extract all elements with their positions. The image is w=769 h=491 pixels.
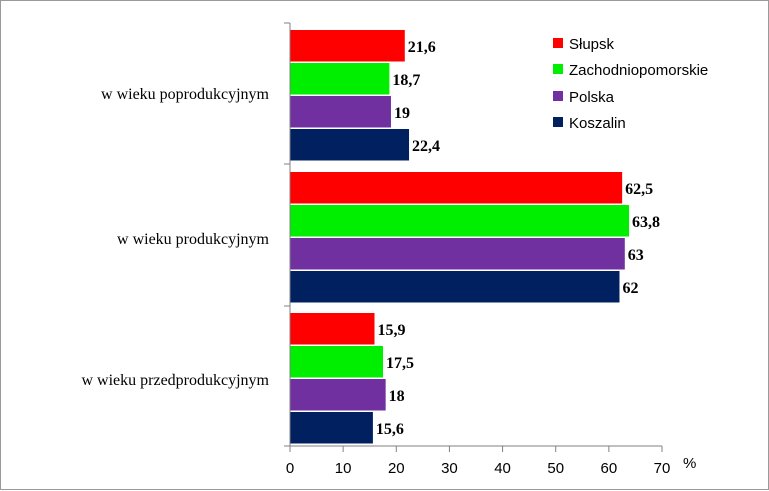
- x-tick-label: 20: [388, 460, 405, 477]
- data-label: 63: [628, 247, 644, 264]
- bar: [290, 379, 386, 411]
- x-tick-label: 70: [654, 460, 671, 477]
- bar: [290, 238, 625, 270]
- category-label: w wieku przedprodukcyjnym: [81, 372, 269, 389]
- legend-swatch: [553, 38, 563, 48]
- x-tick-label: 60: [601, 460, 618, 477]
- legend-label: Koszalin: [569, 115, 626, 132]
- x-tick-label: 30: [441, 460, 458, 477]
- bar: [290, 205, 630, 237]
- data-label: 63,8: [632, 214, 660, 231]
- x-tick-label: 40: [494, 460, 511, 477]
- bar: [290, 172, 623, 204]
- legend-swatch: [553, 117, 563, 127]
- data-label: 18,7: [392, 72, 420, 89]
- x-tick-label: 50: [547, 460, 564, 477]
- bar: [290, 96, 391, 128]
- data-label: 19: [394, 105, 410, 122]
- x-unit-label: %: [683, 455, 696, 472]
- data-label: 62,5: [625, 181, 653, 198]
- bar: [290, 129, 410, 161]
- category-label: w wieku poprodukcyjnym: [101, 86, 270, 103]
- bar: [290, 412, 373, 444]
- data-label: 21,6: [408, 39, 436, 56]
- bar: [290, 271, 620, 303]
- legend-label: Słupsk: [569, 36, 615, 53]
- legend-label: Polska: [569, 89, 615, 106]
- data-label: 17,5: [386, 355, 414, 372]
- bar: [290, 63, 390, 95]
- data-label: 18: [389, 388, 405, 405]
- bar: [290, 313, 375, 345]
- bar: [290, 346, 383, 378]
- legend-swatch: [553, 64, 563, 74]
- data-label: 15,6: [376, 421, 404, 438]
- x-tick-label: 0: [286, 460, 294, 477]
- legend-swatch: [553, 91, 563, 101]
- legend-label: Zachodniopomorskie: [569, 62, 708, 79]
- category-label: w wieku produkcyjnym: [117, 231, 270, 248]
- x-tick-label: 10: [335, 460, 352, 477]
- data-label: 62: [622, 280, 638, 297]
- bar: [290, 30, 405, 62]
- data-label: 22,4: [412, 138, 440, 155]
- data-label: 15,9: [377, 322, 405, 339]
